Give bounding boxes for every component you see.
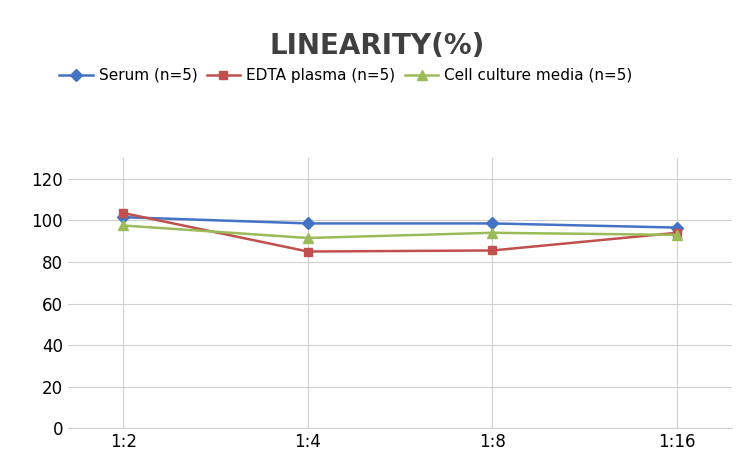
Text: LINEARITY(%): LINEARITY(%) [270, 32, 485, 60]
Legend: Serum (n=5), EDTA plasma (n=5), Cell culture media (n=5): Serum (n=5), EDTA plasma (n=5), Cell cul… [53, 62, 639, 89]
